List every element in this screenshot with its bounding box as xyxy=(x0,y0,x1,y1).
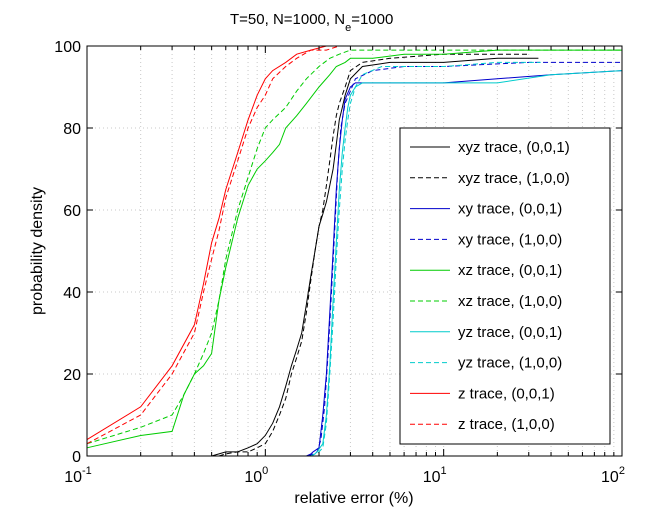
legend-label: xz trace, (1,0,0) xyxy=(458,293,562,310)
legend-label: xy trace, (1,0,0) xyxy=(458,231,562,248)
x-tick-base: 10 xyxy=(601,469,619,486)
series-line-8 xyxy=(86,45,346,441)
legend-label: yz trace, (0,0,1) xyxy=(458,324,562,341)
legend-label: yz trace, (1,0,0) xyxy=(458,355,562,372)
x-tick-label: 101 xyxy=(423,465,447,486)
chart-title: T=50, N=1000, Ne=1000 xyxy=(230,11,393,34)
series-line-9 xyxy=(86,45,340,445)
legend-entries: xyz trace, (0,0,1) xyz trace, (1,0,0) xy t… xyxy=(410,139,570,433)
legend: xyz trace, (0,0,1) xyz trace, (1,0,0) xy t… xyxy=(399,127,611,445)
series-line-7 xyxy=(310,61,541,457)
legend-label: z trace, (1,0,0) xyxy=(458,416,555,433)
x-tick-base: 10 xyxy=(64,469,82,486)
legend-label: xy trace, (0,0,1) xyxy=(458,201,562,218)
chart-title-subscript: e xyxy=(345,22,351,34)
chart-title-main: T=50, N=1000, N xyxy=(230,11,345,28)
x-tick-exponent: 2 xyxy=(619,465,625,477)
y-tick-label: 100 xyxy=(54,39,81,56)
x-tick-label: 100 xyxy=(244,465,268,486)
series-line-5 xyxy=(86,49,622,445)
x-tick-exponent: 0 xyxy=(262,465,268,477)
legend-box xyxy=(399,127,611,445)
x-tick-exponent: 1 xyxy=(441,465,447,477)
x-tick-exponent: -1 xyxy=(82,465,92,477)
series-layer xyxy=(86,45,623,457)
chart-title-tail: =1000 xyxy=(351,11,393,28)
legend-label: xyz trace, (0,0,1) xyxy=(458,139,570,156)
series-line-1 xyxy=(218,53,529,457)
y-tick-label: 20 xyxy=(63,367,81,384)
y-axis-label: probability density xyxy=(29,187,46,315)
legend-label: xz trace, (0,0,1) xyxy=(458,262,562,279)
x-tick-label: 10-1 xyxy=(64,465,92,486)
series-line-6 xyxy=(310,70,623,457)
x-tick-base: 10 xyxy=(423,469,441,486)
x-tick-base: 10 xyxy=(244,469,262,486)
plot-frame xyxy=(86,45,623,457)
y-tick-label: 60 xyxy=(63,203,81,220)
legend-label: xyz trace, (1,0,0) xyxy=(458,170,570,187)
series-line-4 xyxy=(86,49,622,449)
x-axis-label: relative error (%) xyxy=(294,490,413,507)
legend-label: z trace, (0,0,1) xyxy=(458,385,555,402)
y-tick-label: 0 xyxy=(72,449,81,466)
y-tick-label: 80 xyxy=(63,121,81,138)
x-tick-label: 102 xyxy=(601,465,625,486)
y-tick-label: 40 xyxy=(63,285,81,302)
